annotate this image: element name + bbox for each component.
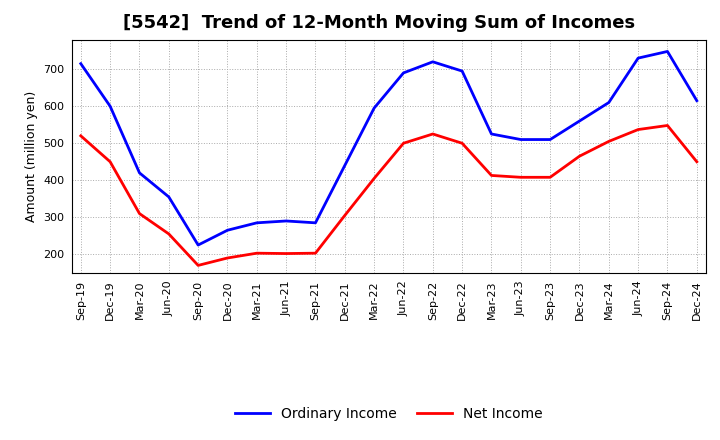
Net Income — [253, 250, 261, 256]
Net Income — [458, 141, 467, 146]
Ordinary Income — [253, 220, 261, 225]
Net Income — [341, 213, 349, 218]
Net Income — [282, 251, 290, 256]
Ordinary Income — [370, 106, 379, 111]
Ordinary Income — [663, 49, 672, 54]
Ordinary Income — [282, 218, 290, 224]
Net Income — [223, 255, 232, 260]
Line: Ordinary Income: Ordinary Income — [81, 51, 697, 245]
Ordinary Income — [223, 227, 232, 233]
Text: [5542]  Trend of 12-Month Moving Sum of Incomes: [5542] Trend of 12-Month Moving Sum of I… — [122, 15, 635, 33]
Ordinary Income — [693, 98, 701, 103]
Net Income — [546, 175, 554, 180]
Ordinary Income — [634, 55, 642, 61]
Net Income — [428, 132, 437, 137]
Legend: Ordinary Income, Net Income: Ordinary Income, Net Income — [229, 401, 549, 426]
Net Income — [487, 173, 496, 178]
Net Income — [164, 231, 173, 237]
Net Income — [605, 139, 613, 144]
Y-axis label: Amount (million yen): Amount (million yen) — [24, 91, 37, 222]
Net Income — [634, 127, 642, 132]
Ordinary Income — [399, 70, 408, 76]
Net Income — [370, 176, 379, 181]
Net Income — [693, 159, 701, 165]
Net Income — [399, 141, 408, 146]
Ordinary Income — [311, 220, 320, 225]
Line: Net Income: Net Income — [81, 125, 697, 265]
Net Income — [194, 263, 202, 268]
Net Income — [663, 123, 672, 128]
Net Income — [575, 154, 584, 159]
Ordinary Income — [605, 100, 613, 105]
Ordinary Income — [428, 59, 437, 64]
Ordinary Income — [341, 163, 349, 168]
Ordinary Income — [135, 170, 144, 176]
Ordinary Income — [575, 118, 584, 124]
Ordinary Income — [487, 132, 496, 137]
Ordinary Income — [106, 103, 114, 109]
Ordinary Income — [164, 194, 173, 200]
Net Income — [516, 175, 525, 180]
Ordinary Income — [546, 137, 554, 142]
Net Income — [76, 133, 85, 139]
Ordinary Income — [458, 69, 467, 74]
Ordinary Income — [516, 137, 525, 142]
Ordinary Income — [194, 242, 202, 248]
Net Income — [311, 250, 320, 256]
Net Income — [135, 211, 144, 216]
Net Income — [106, 159, 114, 165]
Ordinary Income — [76, 61, 85, 66]
